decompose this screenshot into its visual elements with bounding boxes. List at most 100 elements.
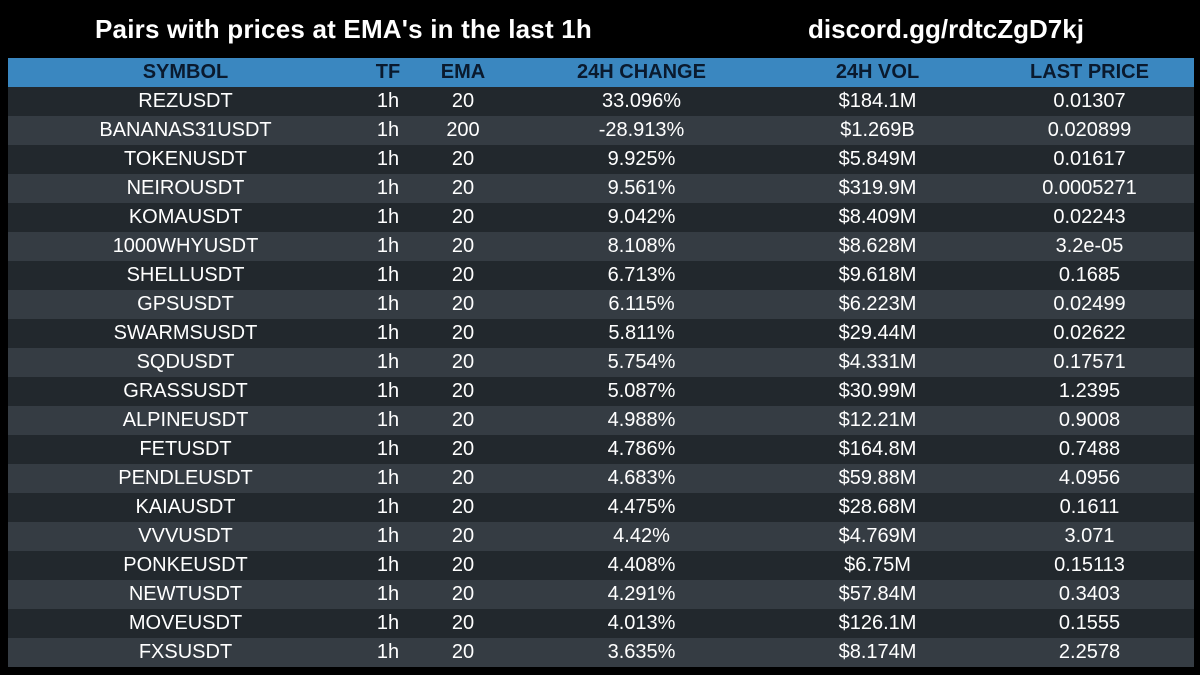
cell-ema: 200 [446,119,480,141]
discord-link[interactable]: discord.gg/rdtcZgD7kj [808,14,1084,44]
cell-24h-vol: $8.174M [838,641,917,663]
table-row[interactable]: GRASSUSDT 1h 20 5.087% $30.99M 1.2395 [8,377,1194,406]
table-row[interactable]: PENDLEUSDT 1h 20 4.683% $59.88M 4.0956 [8,464,1194,493]
cell-24h-vol: $126.1M [838,612,917,634]
cell-symbol: PENDLEUSDT [118,467,253,489]
column-header-24h-change[interactable]: 24H CHANGE [577,61,706,83]
cell-24h-vol: $6.223M [838,293,917,315]
cell-last-price: 1.2395 [1058,380,1121,402]
table-row[interactable]: FETUSDT 1h 20 4.786% $164.8M 0.7488 [8,435,1194,464]
cell-symbol: GRASSUSDT [123,380,248,402]
cell-last-price: 0.1555 [1058,612,1121,634]
cell-24h-change: 4.408% [607,554,676,576]
cell-symbol: NEIROUSDT [126,177,245,199]
table-row[interactable]: MOVEUSDT 1h 20 4.013% $126.1M 0.1555 [8,609,1194,638]
cell-24h-vol: $5.849M [838,148,917,170]
cell-symbol: ALPINEUSDT [122,409,249,431]
cell-ema: 20 [451,409,475,431]
cell-ema: 20 [451,380,475,402]
table-row[interactable]: 1000WHYUSDT 1h 20 8.108% $8.628M 3.2e-05 [8,232,1194,261]
column-header-ema[interactable]: EMA [440,61,486,83]
cell-24h-change: 3.635% [607,641,676,663]
table-row[interactable]: ALPINEUSDT 1h 20 4.988% $12.21M 0.9008 [8,406,1194,435]
table-row[interactable]: SWARMSUSDT 1h 20 5.811% $29.44M 0.02622 [8,319,1194,348]
cell-last-price: 0.1685 [1058,264,1121,286]
table-row[interactable]: GPSUSDT 1h 20 6.115% $6.223M 0.02499 [8,290,1194,319]
table-row[interactable]: REZUSDT 1h 20 33.096% $184.1M 0.01307 [8,87,1194,116]
cell-ema: 20 [451,496,475,518]
cell-symbol: KOMAUSDT [128,206,243,228]
cell-tf: 1h [376,380,400,402]
cell-ema: 20 [451,612,475,634]
column-header-24h-vol[interactable]: 24H VOL [835,61,920,83]
cell-symbol: PONKEUSDT [123,554,248,576]
cell-24h-change: 9.042% [607,206,676,228]
cell-ema: 20 [451,583,475,605]
cell-24h-change: 4.42% [613,525,670,547]
cell-24h-vol: $6.75M [844,554,911,576]
cell-24h-vol: $184.1M [838,90,917,112]
table-row[interactable]: VVVUSDT 1h 20 4.42% $4.769M 3.071 [8,522,1194,551]
table-row[interactable]: KOMAUSDT 1h 20 9.042% $8.409M 0.02243 [8,203,1194,232]
cell-24h-change: 4.013% [607,612,676,634]
cell-ema: 20 [451,293,475,315]
cell-symbol: KAIAUSDT [135,496,236,518]
table-row[interactable]: TOKENUSDT 1h 20 9.925% $5.849M 0.01617 [8,145,1194,174]
cell-tf: 1h [376,206,400,228]
cell-symbol: MOVEUSDT [128,612,243,634]
cell-ema: 20 [451,177,475,199]
cell-24h-change: -28.913% [598,119,685,141]
cell-24h-vol: $164.8M [838,438,917,460]
table-row[interactable]: SHELLUSDT 1h 20 6.713% $9.618M 0.1685 [8,261,1194,290]
cell-tf: 1h [376,641,400,663]
cell-symbol: FXSUSDT [138,641,233,663]
cell-24h-change: 6.115% [608,293,675,315]
cell-symbol: 1000WHYUSDT [112,235,259,257]
cell-24h-vol: $1.269B [840,119,915,141]
cell-tf: 1h [376,554,400,576]
cell-last-price: 0.02243 [1053,206,1126,228]
column-header-last-price[interactable]: LAST PRICE [1030,61,1149,83]
cell-symbol: NEWTUSDT [128,583,243,605]
cell-24h-vol: $9.618M [838,264,917,286]
table-row[interactable]: SQDUSDT 1h 20 5.754% $4.331M 0.17571 [8,348,1194,377]
cell-last-price: 0.0005271 [1042,177,1137,199]
table-row[interactable]: NEWTUSDT 1h 20 4.291% $57.84M 0.3403 [8,580,1194,609]
cell-tf: 1h [376,351,400,373]
column-header-tf[interactable]: TF [375,61,401,83]
cell-24h-vol: $8.628M [838,235,917,257]
pairs-table: SYMBOL TF EMA 24H CHANGE 24H VOL LAST PR… [8,58,1194,667]
cell-tf: 1h [376,438,400,460]
cell-24h-vol: $8.409M [838,206,917,228]
cell-tf: 1h [376,496,400,518]
cell-tf: 1h [376,409,400,431]
cell-tf: 1h [376,293,400,315]
table-row[interactable]: KAIAUSDT 1h 20 4.475% $28.68M 0.1611 [8,493,1194,522]
cell-24h-change: 6.713% [607,264,676,286]
cell-tf: 1h [376,322,400,344]
cell-ema: 20 [451,206,475,228]
cell-24h-change: 5.754% [607,351,676,373]
table-header-row: SYMBOL TF EMA 24H CHANGE 24H VOL LAST PR… [8,58,1194,87]
table-row[interactable]: NEIROUSDT 1h 20 9.561% $319.9M 0.0005271 [8,174,1194,203]
cell-tf: 1h [376,525,400,547]
cell-symbol: GPSUSDT [137,293,234,315]
cell-24h-vol: $28.68M [838,496,917,518]
table-row[interactable]: PONKEUSDT 1h 20 4.408% $6.75M 0.15113 [8,551,1194,580]
cell-24h-change: 4.291% [607,583,676,605]
cell-symbol: TOKENUSDT [124,148,247,170]
table-row[interactable]: BANANAS31USDT 1h 200 -28.913% $1.269B 0.02089… [8,116,1194,145]
cell-last-price: 0.1611 [1059,496,1120,518]
cell-last-price: 0.15113 [1054,554,1125,576]
cell-tf: 1h [376,119,400,141]
column-header-symbol[interactable]: SYMBOL [142,61,229,83]
cell-24h-change: 5.087% [607,380,676,402]
page-title: Pairs with prices at EMA's in the last 1… [95,14,592,44]
cell-24h-vol: $29.44M [838,322,917,344]
cell-tf: 1h [376,264,400,286]
cell-24h-change: 4.786% [607,438,676,460]
cell-24h-change: 8.108% [607,235,676,257]
cell-symbol: BANANAS31USDT [99,119,272,141]
cell-24h-change: 9.561% [607,177,676,199]
table-row[interactable]: FXSUSDT 1h 20 3.635% $8.174M 2.2578 [8,638,1194,667]
